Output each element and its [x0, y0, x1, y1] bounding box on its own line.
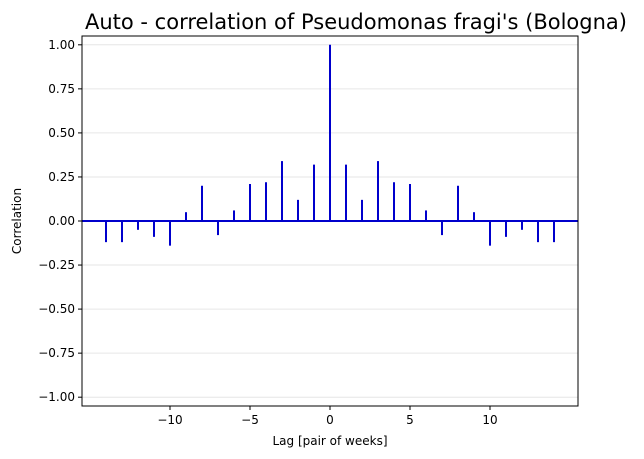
- y-tick-label: −0.25: [38, 258, 75, 272]
- y-tick-label: 1.00: [48, 38, 75, 52]
- x-tick-label: 10: [482, 413, 497, 427]
- x-tick-label: −5: [241, 413, 259, 427]
- x-tick-label: 0: [326, 413, 334, 427]
- y-tick-label: 0.75: [48, 82, 75, 96]
- y-tick-label: 0.00: [48, 214, 75, 228]
- x-tick-label: −10: [157, 413, 182, 427]
- y-axis-ticks: −1.00 −0.75 −0.50 −0.25 0.00 0.25 0.50 0.75 1.00: [38, 38, 82, 404]
- y-tick-label: 0.25: [48, 170, 75, 184]
- x-axis-label: Lag [pair of weeks]: [272, 434, 387, 448]
- y-tick-label: 0.50: [48, 126, 75, 140]
- chart-title: Auto - correlation of Pseudomonas fragi'…: [85, 10, 627, 34]
- y-tick-label: −0.50: [38, 302, 75, 316]
- x-axis-ticks: −10 −5 0 5 10: [157, 406, 498, 427]
- x-tick-label: 5: [406, 413, 414, 427]
- y-tick-label: −0.75: [38, 346, 75, 360]
- correlation-stems: [105, 44, 555, 246]
- y-tick-label: −1.00: [38, 390, 75, 404]
- y-axis-label: Correlation: [10, 188, 24, 254]
